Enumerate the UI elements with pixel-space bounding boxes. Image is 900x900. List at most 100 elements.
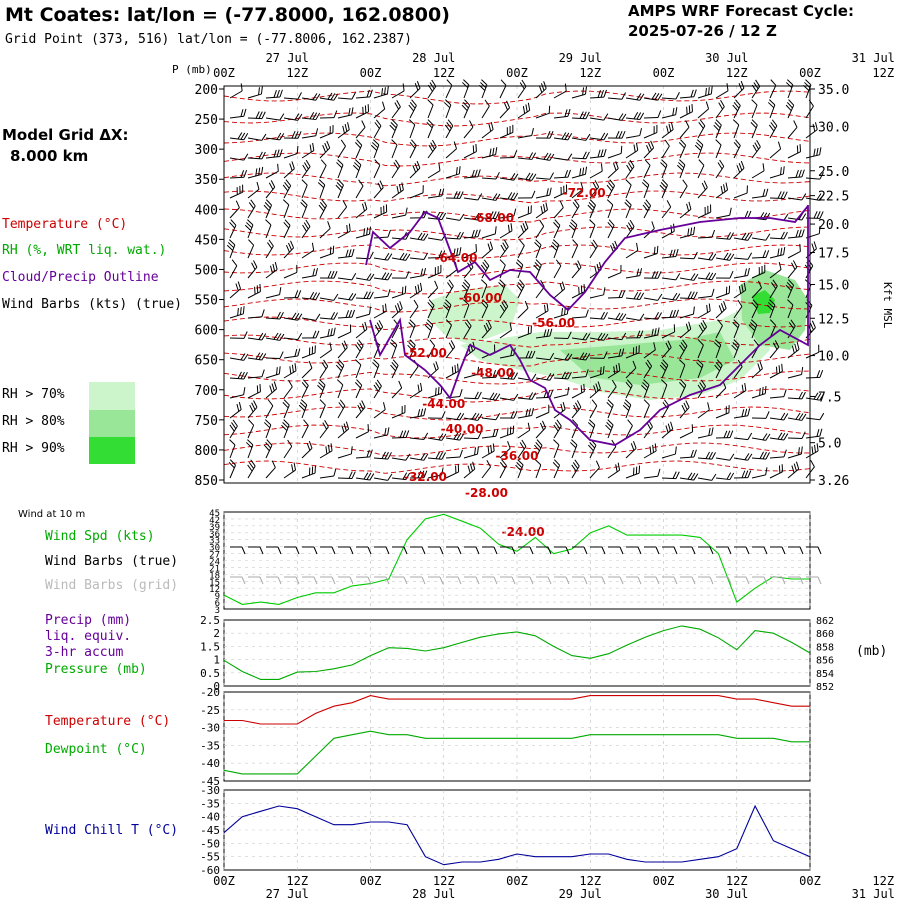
wind-barb — [445, 231, 464, 240]
wind-barb — [553, 132, 573, 141]
barb-shaft — [589, 373, 604, 379]
barb-shaft — [679, 233, 694, 239]
barb-flag — [476, 446, 479, 455]
barb-flag — [811, 446, 814, 455]
barb-flag — [717, 319, 723, 326]
barb-flag — [402, 83, 405, 91]
wind-barb — [301, 128, 319, 139]
barb-shaft — [229, 394, 244, 399]
barb-flag — [622, 404, 630, 411]
barb-flag — [661, 362, 667, 369]
barb-flag — [589, 442, 596, 449]
wind10m-grid-barb — [752, 576, 768, 585]
barb-flag — [261, 133, 267, 141]
barb-flag — [694, 144, 702, 151]
wind10m-barb — [428, 546, 444, 555]
barb-flag — [770, 79, 777, 86]
barb-flag — [656, 245, 659, 254]
barb-flag — [405, 271, 410, 279]
wind-barb — [535, 202, 548, 219]
wind-barb — [463, 446, 479, 459]
barb-shaft — [445, 324, 452, 339]
wind-barb — [427, 139, 437, 159]
wind-barb — [352, 159, 362, 179]
barb-flag — [702, 320, 707, 328]
barb-flag — [819, 147, 822, 155]
barb-flag — [620, 145, 623, 154]
barb-flag — [814, 444, 816, 453]
barb-flag — [507, 427, 509, 436]
wind-barb — [301, 242, 315, 259]
barb-shaft — [229, 225, 237, 239]
barb-shaft — [283, 355, 298, 359]
barb-shaft — [715, 106, 725, 119]
barb-shaft — [229, 157, 244, 161]
barb-shaft — [463, 217, 478, 221]
barb-flag — [567, 371, 572, 380]
barb-shaft — [283, 204, 290, 219]
barb-flag — [639, 330, 644, 338]
wind-barb — [427, 361, 439, 379]
barb-flag — [369, 291, 374, 299]
barb-flag — [693, 226, 696, 235]
wind-barb — [355, 306, 372, 319]
wind-barb — [751, 385, 767, 399]
wind-barb — [301, 112, 321, 121]
wind-barb — [247, 352, 267, 361]
barb-flag — [385, 546, 390, 555]
wind-barb — [713, 339, 722, 359]
page-subtitle: Grid Point (373, 516) lat/lon = (-77.800… — [5, 32, 412, 47]
wind-barb — [283, 439, 293, 459]
barb-shaft — [697, 364, 704, 379]
wind-barb — [589, 332, 609, 341]
barb-flag — [254, 286, 256, 295]
barb-flag — [746, 185, 748, 194]
wind-barb — [571, 369, 589, 379]
barb-flag — [630, 443, 635, 451]
barb-shaft — [319, 334, 334, 339]
barb-flag — [783, 213, 789, 221]
barb-flag — [777, 432, 783, 440]
barb-flag — [376, 379, 382, 387]
barb-flag — [688, 321, 692, 330]
barb-flag — [571, 219, 578, 226]
wind-barb — [533, 259, 542, 279]
barb-flag — [583, 383, 585, 392]
barb-flag — [595, 460, 600, 468]
barb-flag — [675, 309, 679, 318]
barb-flag — [492, 443, 495, 452]
barb-flag — [236, 187, 238, 195]
barb-flag — [705, 88, 707, 96]
barb-flag — [387, 253, 393, 261]
barb-shaft — [751, 170, 765, 179]
barb-flag — [349, 546, 354, 555]
barb-flag — [568, 224, 576, 231]
barb-shaft — [769, 148, 781, 159]
barb-shaft — [625, 352, 640, 359]
barb-flag — [769, 299, 776, 306]
barb-flag — [471, 229, 475, 238]
barb-flag — [318, 179, 326, 186]
barb-flag — [258, 151, 263, 159]
barb-shaft — [625, 226, 635, 239]
barb-flag — [670, 225, 673, 233]
p-tick-label: 350 — [195, 173, 218, 188]
barb-flag — [629, 219, 635, 227]
barb-shaft — [337, 206, 348, 219]
barb-shaft — [643, 253, 658, 259]
wind-barb — [265, 149, 283, 159]
wind-barb — [265, 366, 281, 379]
barb-shaft — [535, 194, 550, 199]
barb-shaft — [715, 457, 730, 461]
wind-barb — [571, 166, 588, 179]
barb-flag — [761, 386, 764, 395]
wind-barb — [553, 386, 570, 399]
barb-flag — [643, 399, 650, 406]
y-tick-label: -60 — [200, 864, 220, 877]
barb-shaft — [463, 468, 476, 479]
barb-flag — [744, 233, 750, 241]
barb-shaft — [427, 170, 441, 179]
barb-flag — [667, 340, 672, 348]
barb-flag — [603, 133, 609, 141]
barb-shaft — [481, 129, 494, 139]
